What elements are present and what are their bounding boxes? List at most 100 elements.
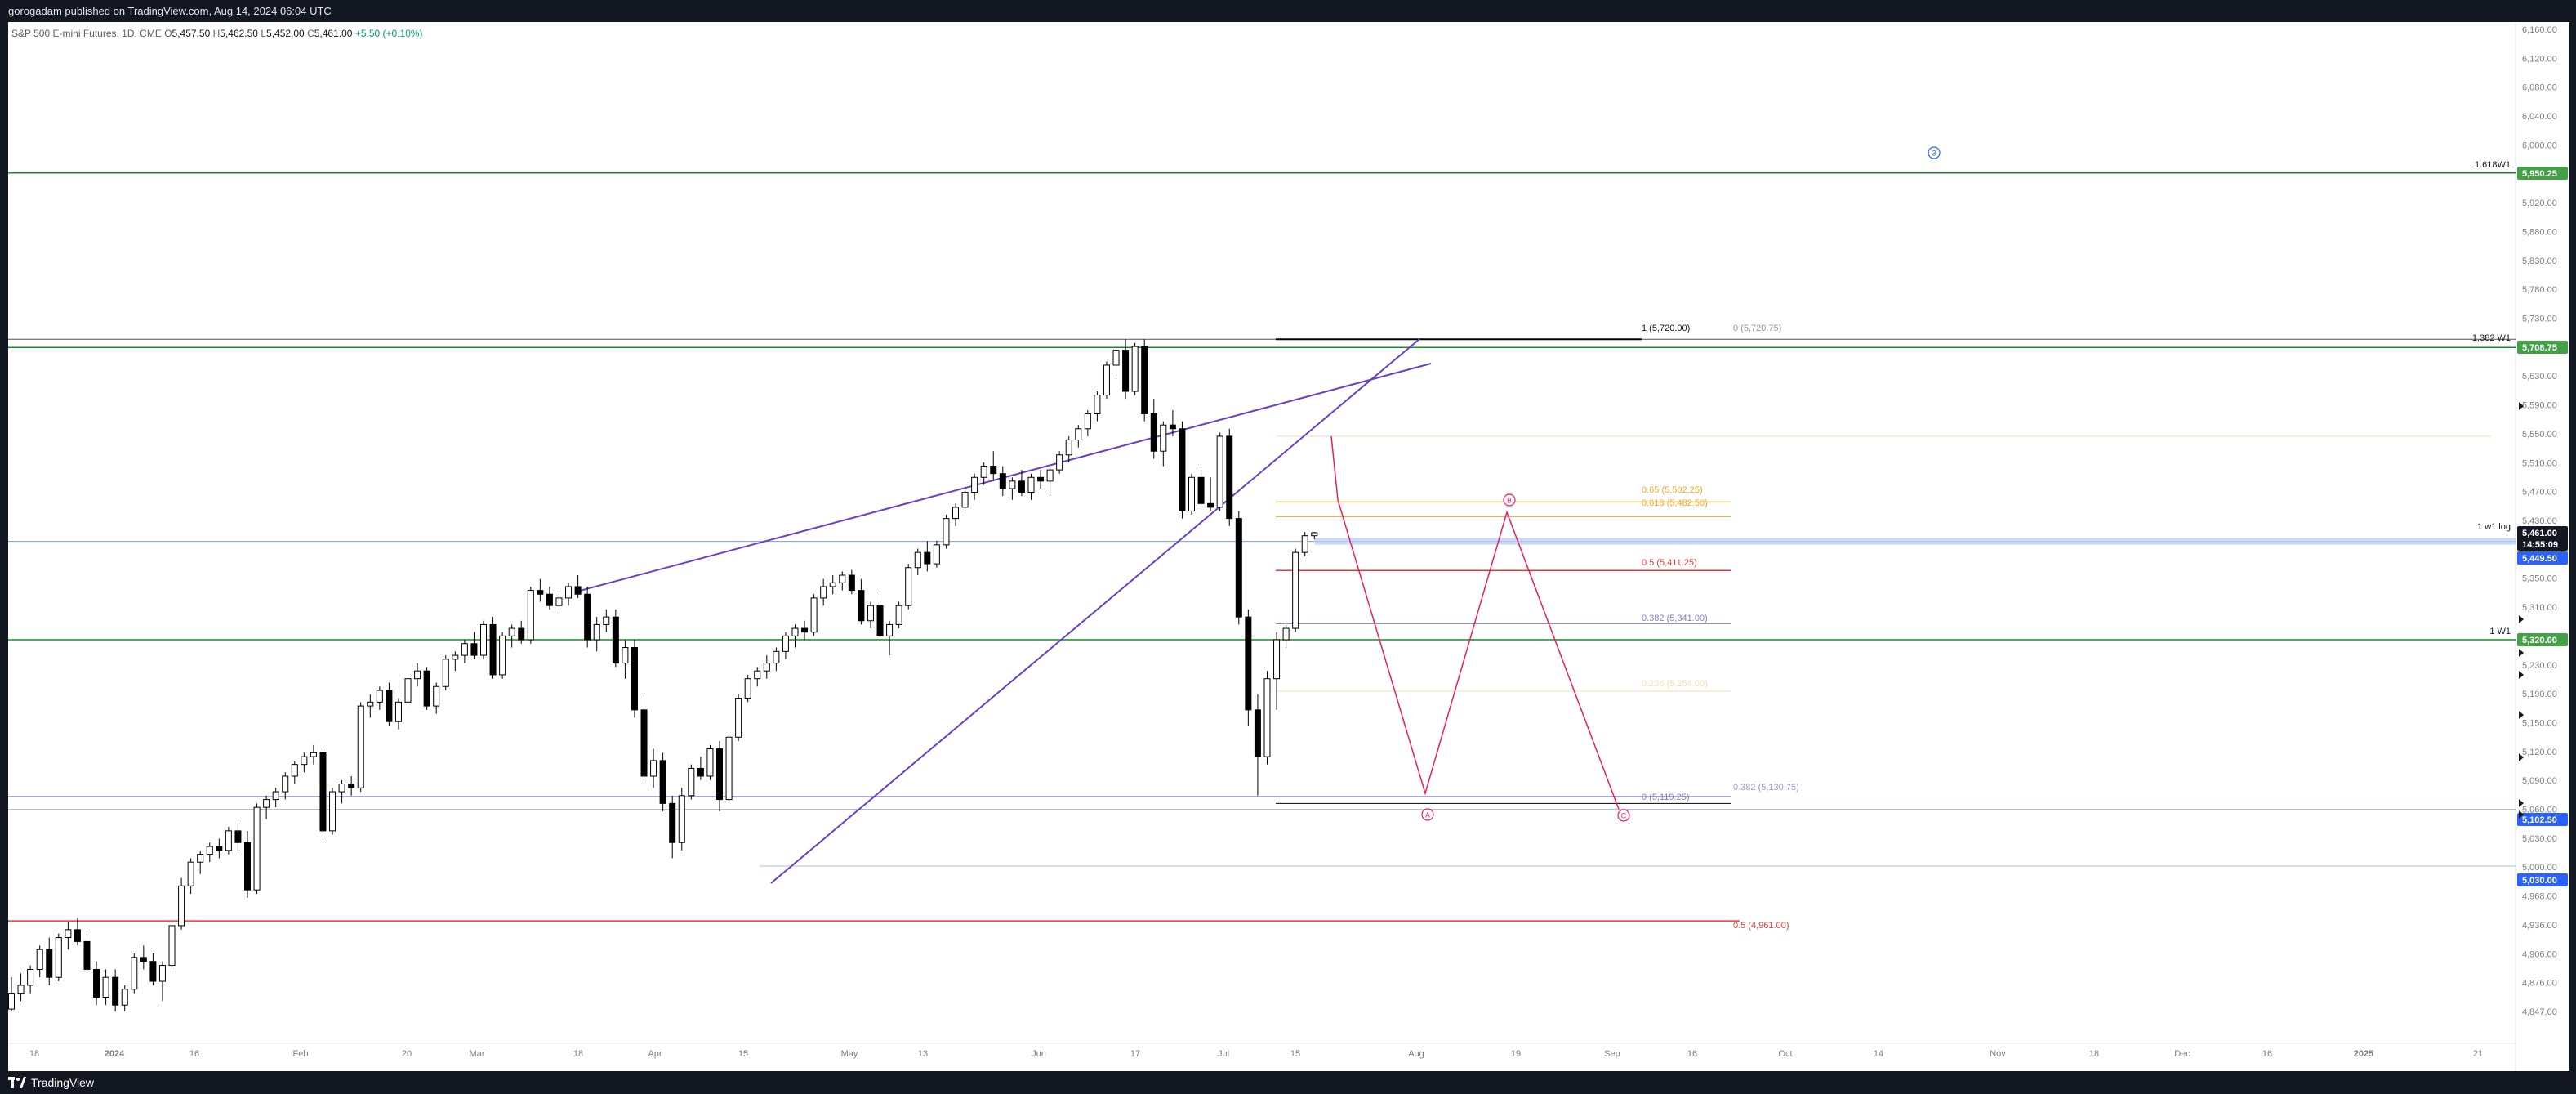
x-axis-tick-label: 16: [1687, 1049, 1697, 1059]
candle-bull: [178, 885, 185, 927]
candle-bull: [1282, 627, 1290, 641]
y-axis-tick-label: 5,350.00: [2522, 574, 2557, 584]
candle-bull: [414, 670, 421, 680]
wave-label-3: 3: [1932, 150, 1936, 158]
candle-bull: [461, 643, 468, 656]
candle-bull: [829, 582, 836, 587]
y-axis-tick-label: 5,310.00: [2522, 603, 2557, 613]
candle-bear: [74, 929, 81, 942]
candle-bull: [754, 670, 761, 680]
x-axis-tick-label: Apr: [648, 1049, 662, 1059]
candle-bull: [895, 605, 902, 625]
alert-marker-icon: [2519, 402, 2524, 410]
x-axis-tick-label: 2025: [2354, 1049, 2373, 1059]
candle-bear: [990, 466, 997, 475]
y-axis-tick-label: 6,160.00: [2522, 25, 2557, 35]
candle-bear: [1207, 502, 1214, 508]
candle-bull: [1094, 395, 1101, 414]
candle-bear: [489, 623, 497, 676]
candle-bull: [36, 949, 43, 970]
price-label: 14:55:09: [2522, 540, 2558, 550]
price-label-bg: [2517, 551, 2568, 565]
candle-bear: [612, 616, 619, 664]
candlestick-chart[interactable]: 3 B A C 1 (5,720.00) 0 (5,720.75) 0.65 (5,502.…: [8, 22, 2569, 1071]
price-label: 5,708.75: [2522, 343, 2557, 353]
alert-marker-icon: [2519, 649, 2524, 657]
candle-bull: [773, 650, 780, 664]
candle-bull: [1311, 532, 1318, 537]
price-label-bg: [2517, 633, 2568, 646]
y-axis-tick-label: 5,120.00: [2522, 748, 2557, 757]
candle-bear: [574, 586, 582, 595]
x-axis-tick-label: Oct: [1778, 1049, 1792, 1059]
candle-bull: [442, 659, 449, 687]
legend-close-label: C: [307, 28, 314, 39]
candle-bull: [980, 466, 987, 478]
x-axis-tick-label: 19: [1511, 1049, 1521, 1059]
y-axis-tick-label: 5,730.00: [2522, 315, 2557, 324]
y-axis-tick-label: 5,880.00: [2522, 227, 2557, 237]
chart-area[interactable]: 3 B A C 1 (5,720.00) 0 (5,720.75) 0.65 (5,502.…: [8, 22, 2569, 1071]
candle-bear: [659, 760, 666, 804]
candle-bear: [46, 949, 53, 978]
candle-bull: [952, 507, 959, 520]
candle-bull: [376, 690, 383, 703]
candle-bear: [697, 767, 704, 777]
y-axis-tick-label: 4,936.00: [2522, 921, 2557, 931]
price-label-bg: [2517, 538, 2568, 551]
price-label-bg: [2517, 341, 2568, 354]
candle-bull: [394, 701, 402, 722]
fib-label: 0.5 (4,961.00): [1733, 921, 1789, 931]
candle-bear: [1245, 616, 1252, 711]
fib-label: 0 (5,720.75): [1733, 324, 1781, 333]
candle-bull: [1216, 435, 1223, 508]
candle-bull: [263, 799, 270, 808]
candle-bear: [716, 748, 723, 801]
y-axis-tick-label: 5,510.00: [2522, 458, 2557, 468]
y-axis-tick-label: 6,040.00: [2522, 112, 2557, 122]
candle-bear: [546, 593, 553, 606]
x-axis-tick-label: Dec: [2174, 1049, 2190, 1059]
candle-bear: [924, 551, 931, 565]
tradingview-logo-icon: [8, 1077, 26, 1088]
candle-bull: [839, 574, 846, 583]
candle-bull: [555, 597, 563, 606]
candle-bear: [83, 940, 91, 970]
candle-bear: [112, 976, 119, 1006]
y-axis-tick-label: 5,470.00: [2522, 488, 2557, 498]
price-label-bg: [2517, 813, 2568, 826]
wave-label-B: B: [1507, 497, 1512, 505]
fib-label: 0.382 (5,130.75): [1733, 783, 1799, 793]
wave-label-circle-C: [1617, 809, 1630, 822]
legend-low: 5,452.00: [266, 28, 305, 39]
candle-bull: [121, 989, 128, 1006]
x-axis-tick-label: 16: [189, 1049, 199, 1059]
elliott-wave-start: [1330, 435, 1339, 500]
fib-label: 0.5 (5,411.25): [1642, 558, 1697, 568]
trendline-lower: [770, 338, 1420, 884]
candle-bull: [338, 784, 345, 793]
candle-bull: [65, 929, 72, 939]
candle-bull: [1084, 413, 1091, 430]
candle-bull: [131, 957, 138, 990]
candle-bear: [1018, 480, 1025, 493]
candle-bear: [234, 830, 242, 843]
alert-marker-icon: [2519, 810, 2524, 819]
candle-bear: [244, 842, 251, 891]
legend-high: 5,462.50: [220, 28, 258, 39]
legend-symbol: S&P 500 E-mini Futures, 1D, CME: [11, 28, 162, 39]
candle-bull: [763, 663, 770, 672]
candle-bear: [149, 961, 157, 982]
y-axis-tick-label: 5,190.00: [2522, 690, 2557, 699]
candle-bull: [282, 775, 289, 793]
candle-bear: [999, 473, 1006, 489]
candle-bear: [470, 643, 478, 656]
price-label: 5,950.25: [2522, 169, 2557, 179]
candle-bull: [867, 605, 874, 622]
x-axis-tick-label: Feb: [293, 1049, 309, 1059]
x-axis-tick-label: Jun: [1032, 1049, 1046, 1059]
candle-bear: [848, 574, 855, 592]
price-label: 5,449.50: [2522, 554, 2557, 564]
candle-bear: [386, 690, 393, 722]
candle-bull: [1273, 639, 1281, 680]
